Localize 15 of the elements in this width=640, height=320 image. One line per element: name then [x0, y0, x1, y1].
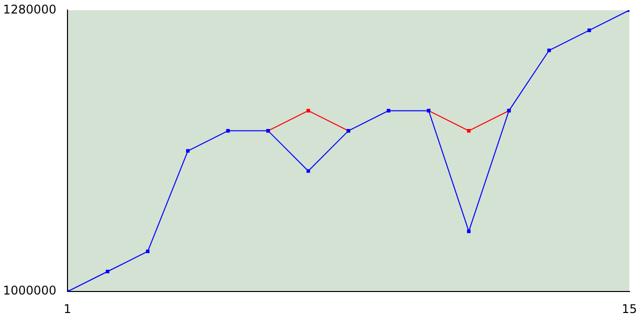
point — [186, 149, 190, 153]
point — [106, 270, 110, 274]
point — [306, 169, 310, 173]
point — [306, 108, 310, 112]
point — [146, 250, 150, 254]
point — [467, 230, 471, 234]
x-tick-label: 1 — [64, 302, 72, 316]
point — [547, 48, 551, 52]
point — [587, 28, 591, 32]
y-tick-label: 1000000 — [2, 284, 56, 298]
point — [226, 129, 230, 133]
point — [467, 129, 471, 133]
point — [386, 108, 390, 112]
y-tick-label: 1280000 — [2, 2, 56, 16]
x-tick-label: 15 — [622, 302, 638, 316]
